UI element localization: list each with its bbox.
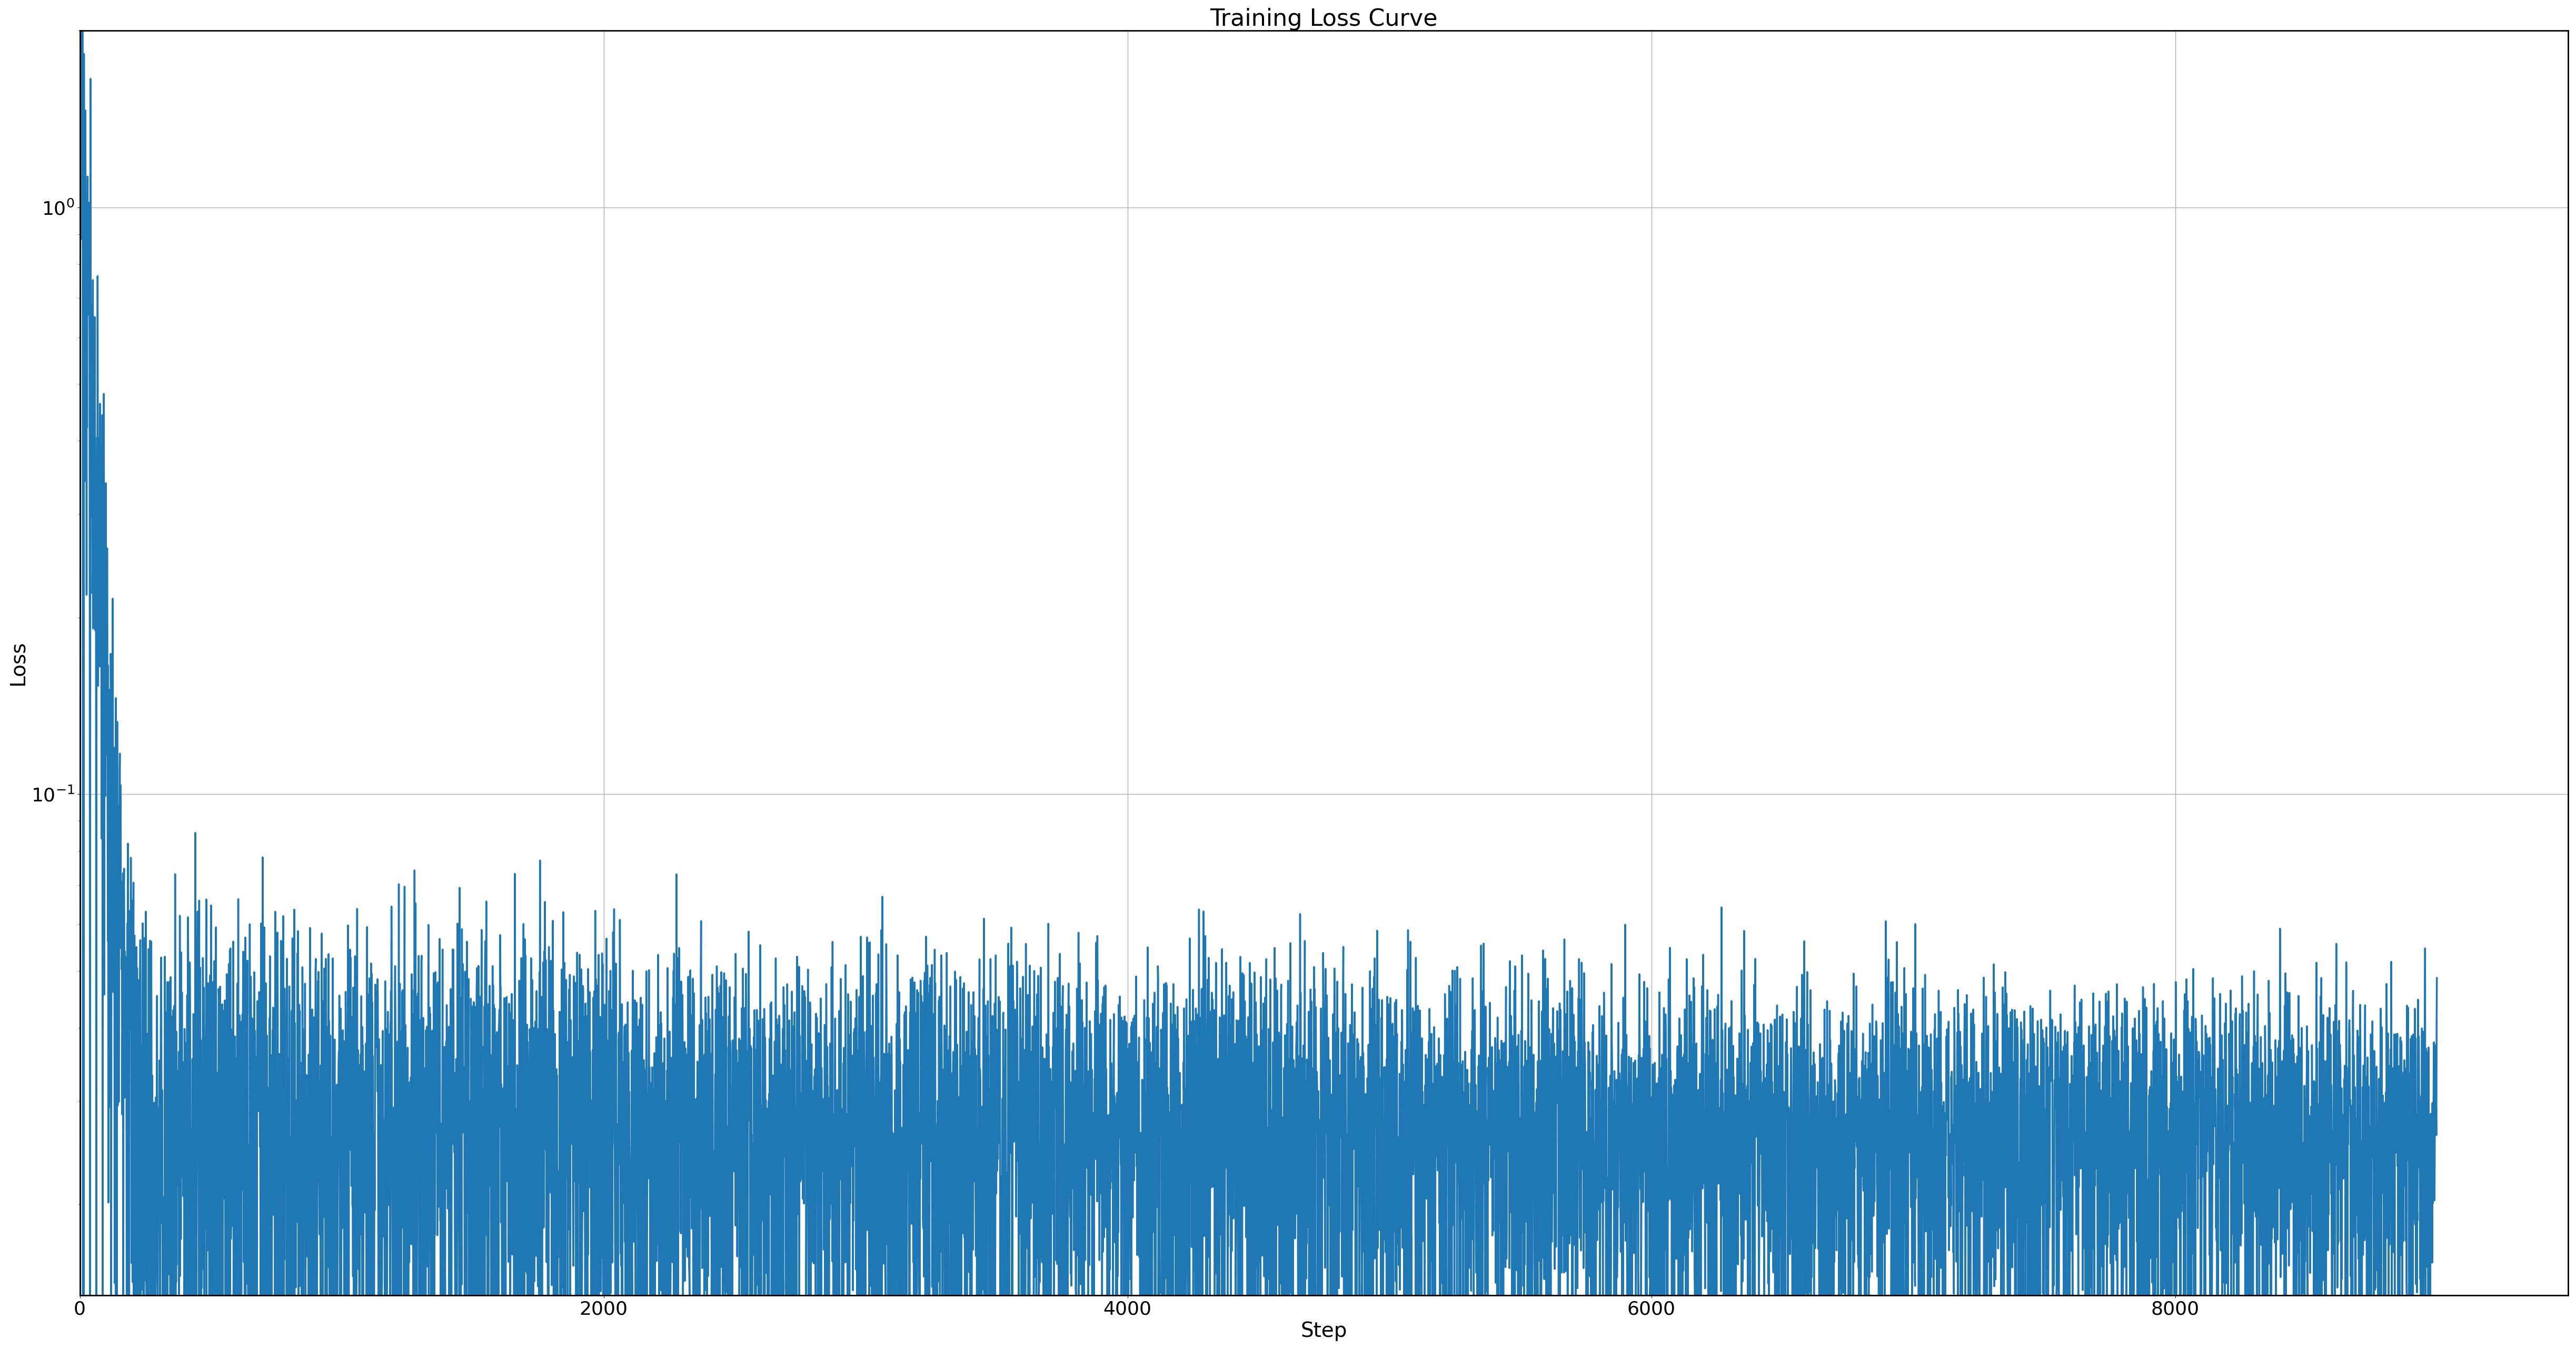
Title: Training Loss Curve: Training Loss Curve	[1211, 8, 1437, 31]
Y-axis label: Loss: Loss	[8, 641, 28, 685]
X-axis label: Step: Step	[1301, 1321, 1347, 1341]
